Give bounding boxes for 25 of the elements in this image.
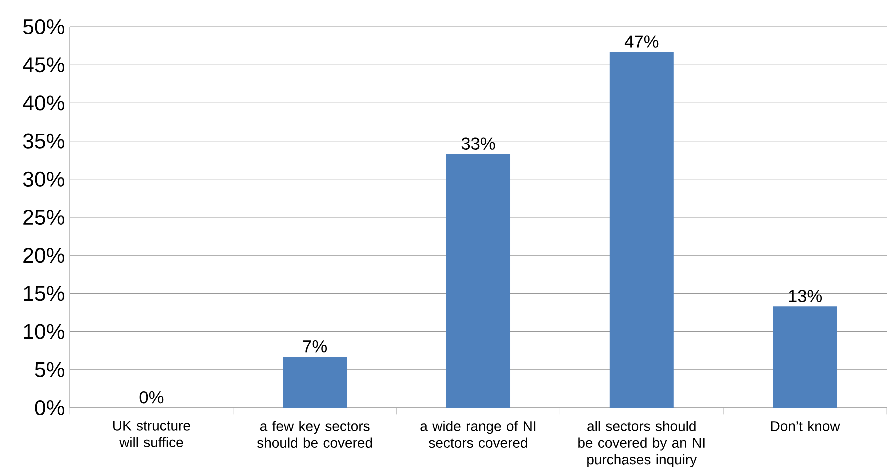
data-label: 33% (462, 138, 496, 150)
y-tick-label: 10% (24, 324, 65, 340)
y-tick-label: 50% (23, 19, 65, 35)
bar (446, 154, 511, 408)
y-tick-label: 45% (23, 58, 65, 73)
x-tick-label: UK structure will suffice (114, 421, 190, 448)
data-label: 13% (789, 290, 822, 302)
data-label: 7% (303, 340, 328, 353)
y-tick-label: 15% (24, 286, 65, 302)
y-tick-label: 40% (23, 96, 65, 111)
y-tick-label: 20% (24, 248, 65, 264)
y-tick-label: 0% (35, 400, 65, 416)
x-tick-label: all sectors should be covered by an NI purchases inquiry (578, 421, 705, 468)
bar (610, 52, 674, 408)
bar (283, 356, 348, 408)
y-tick-label: 35% (23, 134, 65, 149)
data-label: 47% (624, 36, 659, 48)
bar (773, 306, 838, 408)
y-tick-label: 5% (35, 362, 65, 378)
x-tick-label: Don’t know (771, 421, 840, 432)
x-tick-label: a wide range of NI sectors covered (420, 421, 536, 448)
y-tick-label: 30% (23, 172, 65, 187)
y-tick-label: 25% (24, 210, 65, 226)
x-tick-label: a few key sectors should be covered (258, 421, 372, 448)
data-label: 0% (140, 391, 164, 404)
